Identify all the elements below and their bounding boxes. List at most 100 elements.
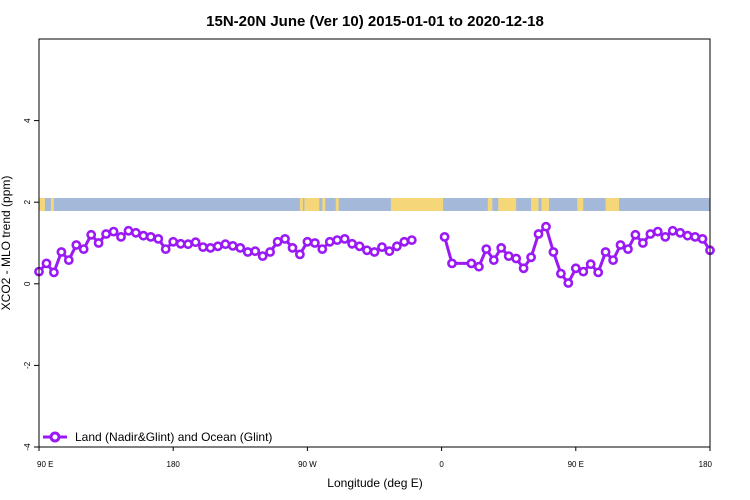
data-point bbox=[466, 258, 477, 269]
y-axis-label: XCO2 - MLO trend (ppm) bbox=[0, 176, 13, 311]
data-point bbox=[153, 233, 164, 244]
data-point bbox=[235, 242, 246, 253]
data-point bbox=[630, 229, 641, 240]
data-point bbox=[324, 236, 335, 247]
data-point bbox=[302, 236, 313, 247]
data-point bbox=[250, 246, 261, 257]
data-point bbox=[287, 242, 298, 253]
data-point bbox=[138, 230, 149, 241]
land-patch bbox=[605, 198, 620, 211]
data-point bbox=[682, 230, 693, 241]
data-point bbox=[123, 225, 134, 236]
data-point bbox=[406, 235, 417, 245]
data-point bbox=[541, 221, 551, 232]
data-point bbox=[399, 236, 410, 247]
data-point bbox=[593, 267, 604, 278]
data-point bbox=[503, 251, 514, 261]
data-point bbox=[439, 231, 450, 242]
data-point bbox=[511, 253, 522, 264]
data-point bbox=[384, 246, 395, 257]
data-point bbox=[257, 251, 268, 261]
land-patch bbox=[50, 198, 54, 211]
land-patch bbox=[487, 198, 493, 211]
data-point bbox=[556, 268, 566, 279]
data-point bbox=[145, 231, 156, 242]
y-tick-label: 4 bbox=[23, 118, 32, 123]
data-point bbox=[56, 247, 67, 257]
land-patch bbox=[390, 198, 444, 211]
data-point bbox=[638, 238, 648, 248]
data-point bbox=[294, 249, 305, 260]
y-tick-label: 2 bbox=[23, 199, 32, 204]
data-point bbox=[533, 229, 544, 239]
x-axis-label: Longitude (deg E) bbox=[327, 476, 422, 490]
data-point bbox=[280, 233, 290, 244]
data-point bbox=[86, 229, 97, 240]
data-point bbox=[608, 255, 618, 265]
x-axis: 90 E 180 90 W 0 90 E 180 bbox=[37, 447, 713, 469]
data-point bbox=[377, 242, 387, 252]
series-layer bbox=[34, 221, 715, 288]
data-point bbox=[660, 231, 671, 242]
land-patch bbox=[434, 198, 441, 211]
world-map-strip bbox=[39, 198, 710, 211]
data-point bbox=[570, 263, 581, 274]
land-patch bbox=[498, 198, 517, 211]
data-point bbox=[578, 266, 589, 277]
data-point bbox=[190, 237, 201, 248]
y-tick-label: 0 bbox=[23, 281, 32, 286]
data-point bbox=[309, 238, 320, 248]
land-patch bbox=[322, 198, 326, 211]
data-point bbox=[183, 239, 193, 250]
land-patch bbox=[299, 198, 303, 211]
data-point bbox=[198, 242, 208, 252]
data-point bbox=[101, 229, 111, 239]
data-point bbox=[585, 259, 596, 270]
data-point bbox=[168, 236, 179, 247]
data-point bbox=[354, 241, 365, 252]
x-tick-label: 90 W bbox=[298, 460, 317, 469]
data-point bbox=[362, 245, 372, 256]
data-point bbox=[518, 263, 529, 274]
land-patch bbox=[541, 198, 549, 211]
y-tick-label: -2 bbox=[23, 361, 32, 369]
data-point bbox=[205, 242, 216, 253]
data-point bbox=[227, 240, 238, 251]
data-point bbox=[265, 247, 275, 257]
data-point bbox=[317, 244, 328, 254]
data-point bbox=[369, 247, 380, 257]
data-point bbox=[220, 239, 231, 250]
data-point bbox=[339, 233, 350, 244]
data-point bbox=[242, 247, 253, 257]
land-patch bbox=[577, 198, 584, 211]
data-point bbox=[481, 244, 492, 254]
data-point bbox=[49, 267, 59, 278]
data-point bbox=[130, 227, 141, 238]
data-point bbox=[526, 252, 536, 263]
data-point bbox=[108, 226, 119, 237]
x-tick-label: 0 bbox=[439, 460, 444, 469]
data-point bbox=[212, 241, 223, 252]
data-point bbox=[78, 244, 89, 254]
x-tick-label: 90 E bbox=[37, 460, 53, 469]
data-point bbox=[41, 258, 52, 269]
series-line bbox=[443, 225, 712, 285]
data-point bbox=[347, 238, 357, 249]
data-point bbox=[488, 255, 499, 265]
data-point bbox=[548, 247, 559, 257]
legend-label: Land (Nadir&Glint) and Ocean (Glint) bbox=[75, 430, 272, 444]
data-point bbox=[447, 258, 457, 269]
data-point bbox=[63, 255, 74, 265]
y-tick-label: -4 bbox=[23, 443, 32, 451]
data-point bbox=[160, 244, 171, 254]
data-point bbox=[116, 231, 126, 242]
data-point bbox=[93, 238, 104, 248]
data-point bbox=[473, 261, 484, 272]
data-point bbox=[332, 235, 343, 245]
land-patch bbox=[335, 198, 339, 211]
legend: Land (Nadir&Glint) and Ocean (Glint) bbox=[43, 430, 272, 444]
data-point bbox=[391, 241, 402, 252]
data-point bbox=[623, 244, 633, 254]
data-point bbox=[690, 231, 700, 242]
